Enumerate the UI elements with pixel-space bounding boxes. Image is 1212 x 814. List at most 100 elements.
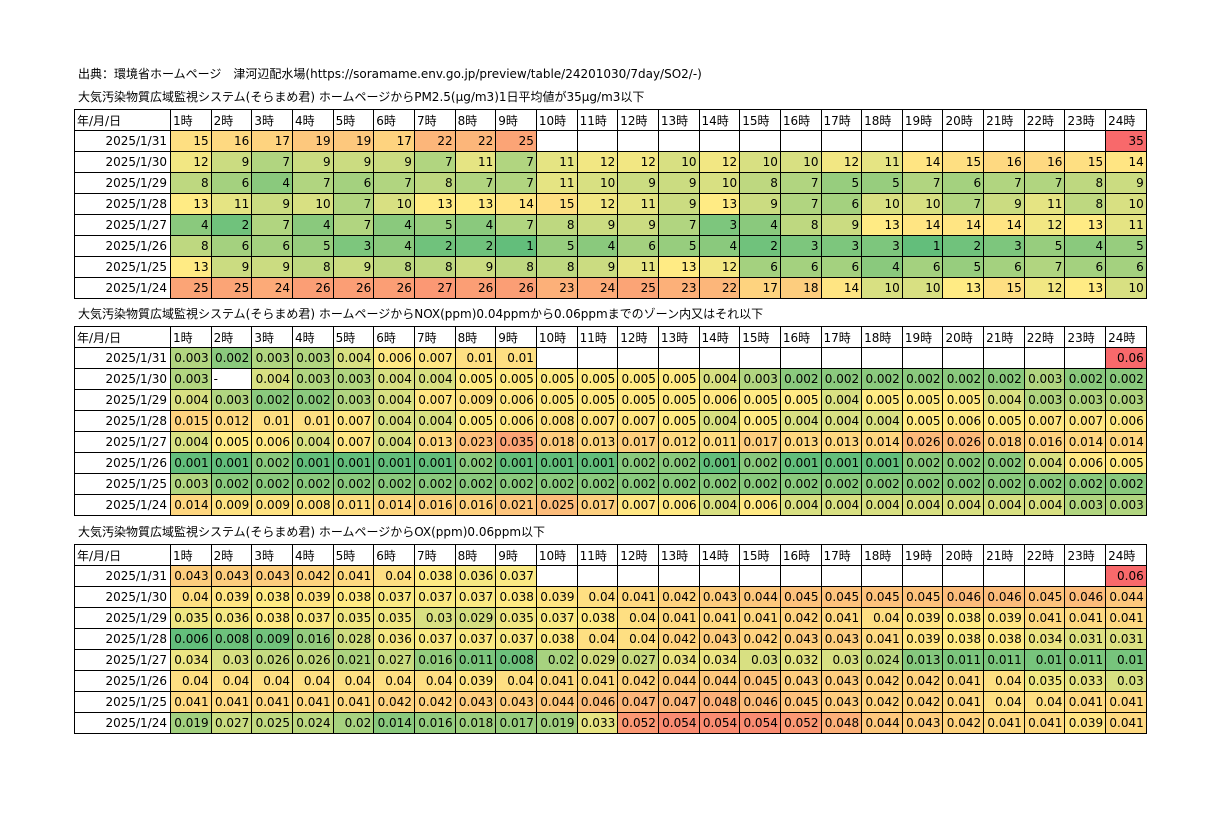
value-cell: 0.031 bbox=[1064, 628, 1107, 650]
header-hour: 2時 bbox=[210, 326, 253, 348]
value-cell: 0.016 bbox=[413, 712, 456, 734]
value-cell: 10 bbox=[576, 172, 619, 194]
value-cell: 0.012 bbox=[210, 410, 253, 432]
value-cell bbox=[535, 130, 578, 152]
value-cell bbox=[983, 347, 1025, 369]
value-cell: 0.001 bbox=[332, 452, 375, 474]
value-cell: 0.04 bbox=[576, 586, 619, 608]
value-cell: 0.026 bbox=[251, 649, 293, 671]
value-cell: 0.037 bbox=[373, 586, 415, 608]
value-cell: 0.026 bbox=[901, 431, 944, 453]
value-cell: 0.026 bbox=[291, 649, 334, 671]
value-cell: 0.002 bbox=[861, 368, 903, 390]
value-cell: 0.004 bbox=[170, 389, 212, 411]
header-hour: 17時 bbox=[820, 326, 863, 348]
date-cell: 2025/1/25 bbox=[74, 691, 171, 713]
value-cell: 0.001 bbox=[576, 452, 619, 474]
value-cell: 0.007 bbox=[332, 431, 375, 453]
value-cell: 26 bbox=[332, 277, 375, 299]
value-cell: 3 bbox=[820, 235, 863, 257]
value-cell: 1 bbox=[901, 235, 944, 257]
value-cell: 0.013 bbox=[576, 431, 619, 453]
header-hour: 10時 bbox=[535, 544, 578, 566]
value-cell: 5 bbox=[861, 172, 903, 194]
value-cell: 3 bbox=[861, 235, 903, 257]
header-date: 年/月/日 bbox=[74, 544, 171, 566]
value-cell: 0.006 bbox=[698, 389, 741, 411]
header-hour: 8時 bbox=[454, 326, 497, 348]
header-hour: 4時 bbox=[291, 109, 334, 131]
value-cell: 13 bbox=[1064, 214, 1107, 236]
header-hour: 21時 bbox=[983, 544, 1025, 566]
header-hour: 2時 bbox=[210, 109, 253, 131]
value-cell: 0.042 bbox=[617, 670, 659, 692]
value-cell: 0.038 bbox=[942, 607, 985, 629]
value-cell: 0.007 bbox=[1064, 410, 1107, 432]
value-cell: 0.046 bbox=[1064, 586, 1107, 608]
value-cell: 8 bbox=[1064, 172, 1107, 194]
value-cell: 6 bbox=[1064, 256, 1107, 278]
header-hour: 6時 bbox=[373, 326, 415, 348]
value-cell: 0.035 bbox=[495, 431, 537, 453]
value-cell: 1 bbox=[495, 235, 537, 257]
value-cell: 7 bbox=[332, 193, 375, 215]
value-cell: 0.039 bbox=[535, 586, 578, 608]
value-cell: 8 bbox=[373, 256, 415, 278]
value-cell: 9 bbox=[657, 172, 700, 194]
value-cell: 0.002 bbox=[779, 473, 822, 495]
value-cell: 0.037 bbox=[454, 586, 497, 608]
value-cell: 4 bbox=[454, 214, 497, 236]
value-cell: 8 bbox=[413, 172, 456, 194]
table-row: 2025/1/27 0.034 0.03 0.026 0.026 0.021 0.027 0.… bbox=[74, 649, 1147, 671]
value-cell bbox=[739, 130, 781, 152]
table-title-ox: 大気汚染物質広域監視システム(そらまめ君) ホームページからOX(ppm)0.0… bbox=[78, 525, 546, 539]
value-cell: 0.01 bbox=[251, 410, 293, 432]
header-hour: 4時 bbox=[291, 544, 334, 566]
value-cell: 0.001 bbox=[291, 452, 334, 474]
value-cell: 3 bbox=[332, 235, 375, 257]
value-cell: 5 bbox=[820, 172, 863, 194]
value-cell: 0.044 bbox=[861, 712, 903, 734]
value-cell: 9 bbox=[983, 193, 1025, 215]
header-hour: 6時 bbox=[373, 544, 415, 566]
value-cell: 8 bbox=[170, 172, 212, 194]
value-cell: 0.023 bbox=[454, 431, 497, 453]
value-cell: 0.004 bbox=[779, 494, 822, 516]
value-cell: 0.043 bbox=[820, 670, 863, 692]
value-cell bbox=[983, 130, 1025, 152]
value-cell: 0.041 bbox=[942, 670, 985, 692]
value-cell: 0.039 bbox=[1064, 712, 1107, 734]
value-cell: 0.032 bbox=[779, 649, 822, 671]
value-cell: 25 bbox=[617, 277, 659, 299]
value-cell: 0.02 bbox=[332, 712, 375, 734]
value-cell: 0.004 bbox=[698, 410, 741, 432]
value-cell: 0.014 bbox=[373, 712, 415, 734]
value-cell: 10 bbox=[373, 193, 415, 215]
value-cell: 7 bbox=[251, 151, 293, 173]
value-cell: 7 bbox=[495, 214, 537, 236]
value-cell: 0.006 bbox=[495, 410, 537, 432]
value-cell: 0.041 bbox=[657, 607, 700, 629]
value-cell: 7 bbox=[413, 151, 456, 173]
value-cell: 0.044 bbox=[535, 691, 578, 713]
value-cell: 0.005 bbox=[901, 410, 944, 432]
value-cell: 4 bbox=[291, 214, 334, 236]
value-cell: 0.046 bbox=[576, 691, 619, 713]
value-cell: 0.006 bbox=[739, 494, 781, 516]
value-cell: 0.002 bbox=[942, 452, 985, 474]
header-hour: 1時 bbox=[170, 109, 212, 131]
value-cell: 14 bbox=[901, 151, 944, 173]
value-cell: 0.003 bbox=[210, 389, 253, 411]
value-cell: 0.035 bbox=[1023, 670, 1066, 692]
table-row: 2025/1/25 0.041 0.041 0.041 0.041 0.041 0.042 0… bbox=[74, 691, 1147, 713]
value-cell: 8 bbox=[779, 214, 822, 236]
value-cell: 0.039 bbox=[901, 628, 944, 650]
header-row: 年/月/日 1時 2時 3時 4時 5時 6時 7時 8時 9時 10時 11時 12時 13時 14時 15… bbox=[74, 326, 1147, 348]
value-cell: 6 bbox=[210, 172, 253, 194]
value-cell: 0.005 bbox=[617, 389, 659, 411]
value-cell bbox=[576, 347, 619, 369]
value-cell: 0.001 bbox=[861, 452, 903, 474]
value-cell bbox=[535, 565, 578, 587]
value-cell: 0.039 bbox=[210, 586, 253, 608]
value-cell: 0.002 bbox=[901, 452, 944, 474]
